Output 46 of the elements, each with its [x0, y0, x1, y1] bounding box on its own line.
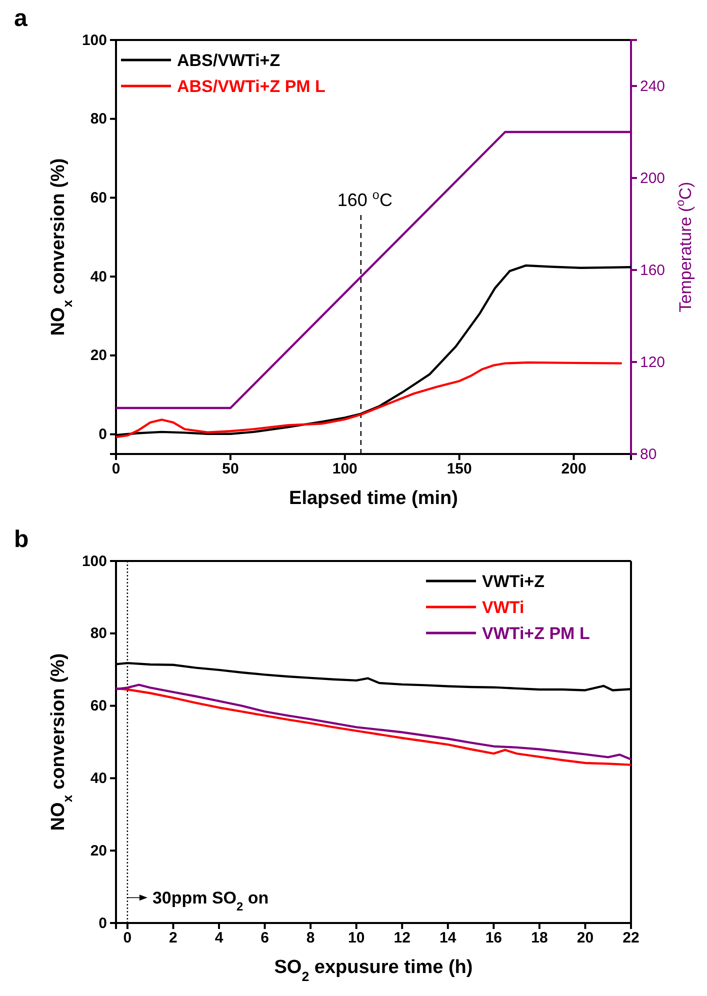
legend-label: ABS/VWTi+Z: [177, 51, 280, 70]
y-tick-label: 0: [98, 426, 107, 444]
y-tick-label: 0: [98, 914, 107, 932]
line-series: [114, 361, 623, 438]
y-tick-label: 80: [90, 625, 107, 642]
y-tick-label: 20: [90, 842, 107, 860]
x-tick-label: 200: [561, 460, 586, 478]
legend-label: VWTi+Z PM L: [482, 624, 590, 643]
chart-title: a: [14, 5, 28, 32]
x-tick-label: 2: [169, 930, 178, 947]
x-tick-label: 150: [446, 460, 472, 478]
y-tick-label: 60: [90, 698, 107, 715]
legend-label: ABS/VWTi+Z PM L: [177, 77, 326, 96]
y2-tick-label: 120: [640, 354, 666, 371]
x-axis-title: SO$_{2}$ expusure time (h): [274, 957, 473, 984]
y-tick-label: 40: [90, 770, 107, 787]
y-tick-label: 60: [90, 190, 107, 207]
x-tick-label: 6: [260, 930, 269, 947]
x-tick-label: 22: [622, 930, 640, 947]
x-tick-label: 10: [348, 930, 365, 947]
y-tick-label: 80: [90, 110, 107, 128]
y-tick-label: 100: [82, 552, 107, 570]
y-tick-label: 100: [82, 32, 107, 49]
y2-tick-label: 160: [640, 262, 666, 279]
x-tick-label: 12: [394, 930, 410, 947]
x-tick-label: 8: [306, 930, 315, 947]
y2-tick-label: 80: [640, 446, 657, 463]
x-tick-label: 14: [440, 930, 457, 947]
x-tick-label: 16: [485, 930, 502, 947]
y2-tick-label: 200: [640, 170, 666, 187]
y2-tick-label: 240: [640, 78, 666, 95]
x-axis-title: Elapsed time (min): [289, 488, 458, 509]
x-tick-label: 100: [332, 460, 358, 478]
legend-label: VWTi: [482, 598, 524, 617]
x-tick-label: 50: [222, 460, 239, 478]
x-tick-label: 0: [112, 460, 120, 478]
legend-label: VWTi+Z: [482, 572, 544, 591]
x-tick-label: 0: [123, 930, 132, 947]
chart-title: b: [14, 526, 29, 553]
y-tick-label: 20: [90, 347, 107, 364]
annotation: 30ppm SO$_{2}$ on: [152, 888, 269, 914]
x-tick-label: 18: [531, 930, 548, 947]
y-tick-label: 40: [90, 268, 107, 286]
x-tick-label: 20: [576, 930, 594, 947]
ref-line-label: 160 $^{o}$C: [337, 188, 392, 210]
x-tick-label: 4: [214, 930, 224, 947]
